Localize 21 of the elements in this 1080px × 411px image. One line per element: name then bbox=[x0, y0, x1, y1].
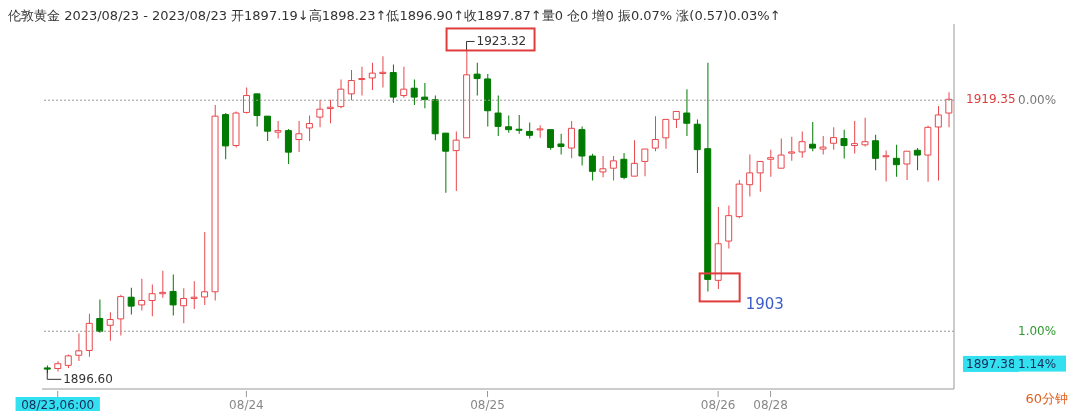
x-tick-label: 08/24 bbox=[229, 398, 264, 411]
x-tick-label: 08/25 bbox=[470, 398, 505, 411]
x-tick-label: 08/28 bbox=[753, 398, 788, 411]
y-tick-label: 1919.35 bbox=[966, 92, 1016, 107]
candlestick bbox=[201, 231, 209, 305]
x-tick-label: 08/23,06:00 bbox=[21, 398, 95, 411]
y2-tick-label: 1.14% bbox=[1018, 356, 1057, 371]
annotation: 1896.60 bbox=[63, 372, 113, 387]
candlestick bbox=[190, 281, 198, 310]
candlestick bbox=[358, 66, 366, 96]
annotation: 1923.32 bbox=[476, 34, 527, 49]
candlestick bbox=[159, 270, 167, 298]
chart-title: 伦敦黄金 2023/08/23 - 2023/08/23 开1897.19↓高1898.23↑低1896.90↑收1897.87↑量0 仓0 增0 振0.07% 涨(0.57)0.03%↑ bbox=[8, 8, 782, 24]
y-tick-label: 1897.38 bbox=[966, 356, 1016, 371]
x-tick-label: 08/26 bbox=[700, 398, 736, 411]
y2-tick-label: 1.00% bbox=[1018, 324, 1057, 339]
candlestick bbox=[882, 150, 890, 182]
candlestick bbox=[379, 56, 387, 88]
text: 60分钟 bbox=[1025, 390, 1068, 408]
y2-tick-label: 0.00% bbox=[1018, 93, 1057, 108]
annotation: 1903 bbox=[745, 295, 784, 314]
